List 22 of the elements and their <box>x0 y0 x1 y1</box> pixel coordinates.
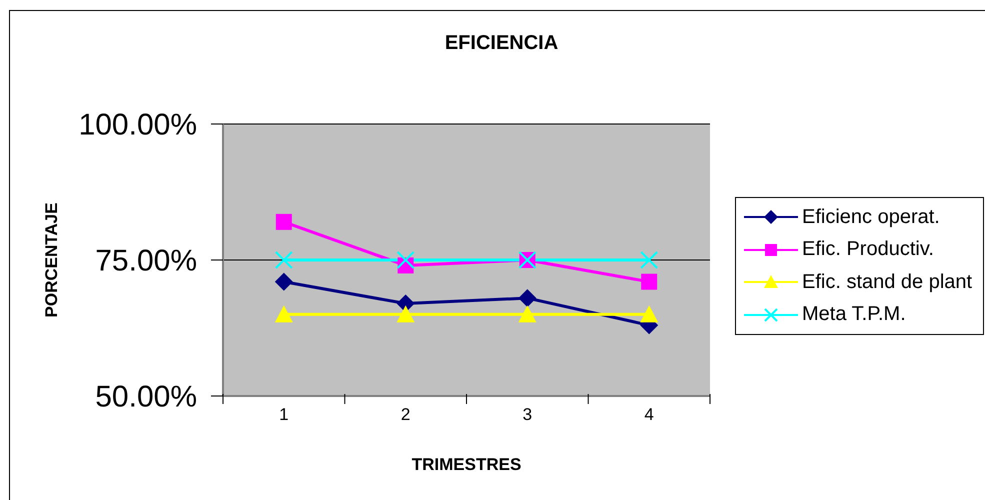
y-tick-label: 75.00% <box>95 244 197 278</box>
x-axis-title: TRIMESTRES <box>412 455 522 474</box>
x-tick-label: 2 <box>400 405 410 424</box>
point <box>274 272 293 291</box>
y-tick-label: 100.00% <box>78 108 197 142</box>
chart-title: EFICIENCIA <box>444 32 560 55</box>
x-tick-label: 3 <box>522 405 532 424</box>
legend-label: Efic. stand de plant <box>802 270 972 294</box>
point <box>276 214 292 230</box>
point <box>396 305 415 322</box>
y-tick-label: 50.00% <box>95 380 197 414</box>
x-tick-label: 4 <box>644 405 654 424</box>
point <box>518 305 536 322</box>
legend-label: Efic. Productiv. <box>802 238 934 262</box>
point <box>640 305 658 322</box>
legend-label: Eficienc operat. <box>802 206 940 229</box>
x-tick-label: 1 <box>279 405 289 424</box>
point <box>518 289 536 308</box>
y-axis-title: PORCENTAJE <box>42 202 62 318</box>
point <box>274 305 293 322</box>
legend-label: Meta T.P.M. <box>802 303 906 326</box>
point <box>641 274 658 290</box>
